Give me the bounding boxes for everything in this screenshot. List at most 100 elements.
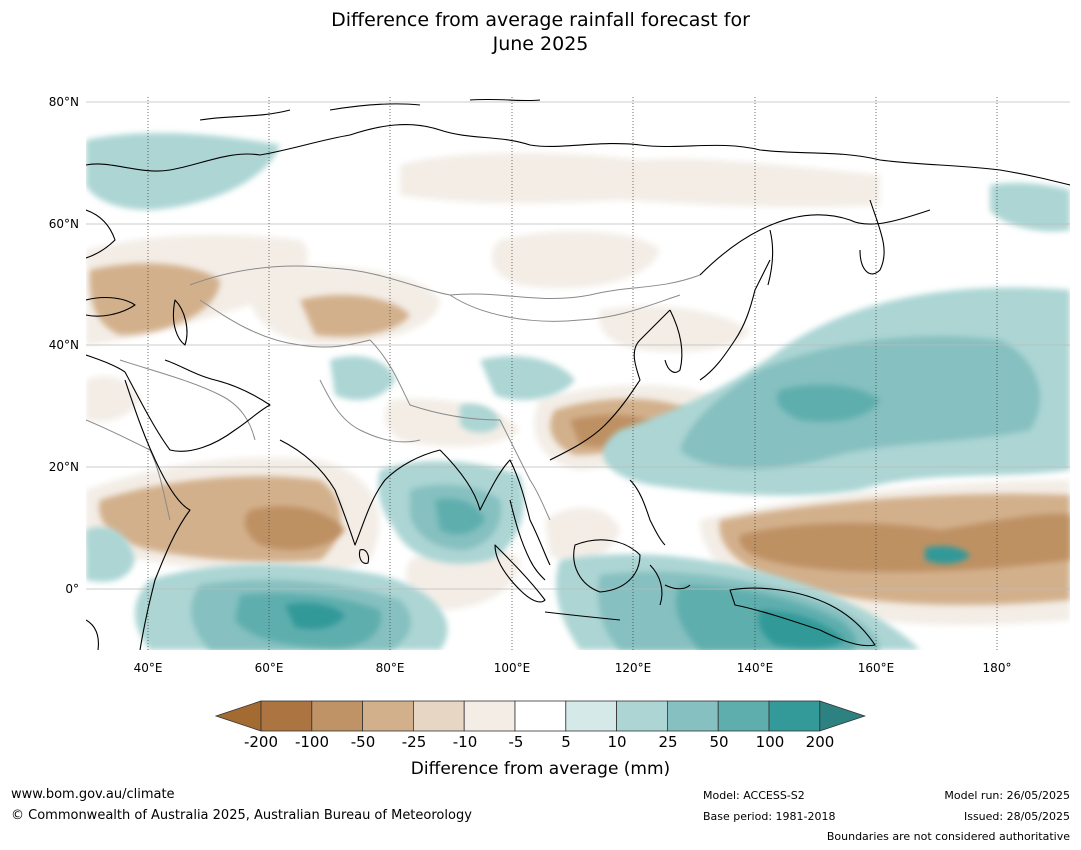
wet-peak-bay-of-bengal <box>435 498 485 535</box>
dry-area-east-asia <box>599 306 750 352</box>
coast-black-sea <box>86 296 136 317</box>
rainfall-anomaly-map <box>86 97 1070 650</box>
border-central-asia <box>199 299 371 348</box>
anomaly-layer <box>86 97 1070 650</box>
lon-label-80e: 80°E <box>375 661 405 675</box>
dry-area-indian-ocean-east <box>406 545 520 610</box>
coast-malay-peninsula <box>509 499 546 581</box>
wet-peak-north-pacific <box>776 384 880 422</box>
legend-tick-label: -200 <box>243 733 279 751</box>
wet-area-myanmar <box>460 403 500 433</box>
coast-sakhalin <box>767 229 774 286</box>
legend-color-box <box>463 700 516 732</box>
coast-japan <box>699 259 771 381</box>
coast-korea <box>664 309 683 373</box>
legend-color-box <box>616 700 668 732</box>
wet-area-arctic-west <box>86 133 280 210</box>
lon-label-160e: 160°E <box>857 661 895 675</box>
model-run-date: Model run: 26/05/2025 <box>944 789 1070 802</box>
legend-arrow-right <box>819 700 867 732</box>
legend-tick-label: -5 <box>508 733 524 751</box>
map-title: Difference from average rainfall forecas… <box>0 8 1081 56</box>
legend-tick-label: 50 <box>709 733 729 751</box>
coast-sumatra <box>494 544 546 603</box>
coast-java <box>544 611 621 621</box>
coast-arabian-peninsula <box>124 359 271 452</box>
wet-max-indian-ocean <box>285 603 345 630</box>
legend-color-box <box>362 700 414 732</box>
legend-color-box <box>311 700 364 732</box>
coast-madagascar-hint <box>86 619 99 650</box>
coast-europe <box>86 209 116 259</box>
legend-tick-label: 25 <box>658 733 678 751</box>
legend-tick-label: -25 <box>401 733 427 751</box>
dry-area-north-africa <box>86 376 140 422</box>
lat-label-equator: 0° <box>65 582 79 596</box>
border-china-west <box>369 339 501 421</box>
dry-core-central-asia <box>300 295 410 337</box>
legend-color-box <box>565 700 617 732</box>
very-strong-wet-areas <box>285 545 970 649</box>
boundaries-disclaimer: Boundaries are not considered authoritat… <box>826 830 1070 843</box>
coast-philippines <box>629 479 666 546</box>
legend-tick-label: -10 <box>452 733 478 751</box>
dry-core-west-asia <box>89 263 220 335</box>
map-title-line-1: Difference from average rainfall forecas… <box>331 9 750 31</box>
lat-label-40n: 40°N <box>48 338 79 352</box>
wet-area-japan-sea <box>480 356 575 400</box>
longitude-gridlines <box>147 97 998 650</box>
coast-arctic-islands <box>199 98 541 121</box>
coast-caspian <box>172 299 188 346</box>
model-name: Model: ACCESS-S2 <box>703 789 805 802</box>
legend-color-boxes <box>214 700 867 732</box>
coast-new-guinea <box>729 587 876 647</box>
legend-color-box <box>768 700 821 732</box>
coast-china-east <box>549 309 671 461</box>
coast-india <box>279 439 441 546</box>
coast-east-africa <box>139 469 191 650</box>
map-title-line-2: June 2025 <box>492 33 589 55</box>
coast-sulawesi <box>649 564 691 606</box>
legend-title: Difference from average (mm) <box>410 759 671 779</box>
coast-southeast-asia <box>439 449 551 566</box>
legend-tick-label: -100 <box>294 733 330 751</box>
country-borders <box>86 265 701 521</box>
coast-arctic <box>86 124 1070 186</box>
legend-color-box <box>412 700 465 732</box>
lat-label-20n: 20°N <box>48 460 79 474</box>
website-link[interactable]: www.bom.gov.au/climate <box>11 787 175 802</box>
lon-label-60e: 60°E <box>254 661 284 675</box>
dry-peak-west-pacific <box>739 513 1070 572</box>
border-russia-south <box>189 265 701 300</box>
legend-color-box <box>717 700 770 732</box>
border-africa <box>86 419 171 521</box>
border-mongolia <box>449 294 681 322</box>
coastlines <box>86 98 1070 650</box>
coast-borneo <box>573 539 641 593</box>
legend-color-box <box>666 700 719 732</box>
lat-label-60n: 60°N <box>48 217 79 231</box>
lon-label-140e: 140°E <box>736 661 774 675</box>
legend-tick-label: 200 <box>805 733 835 751</box>
coast-northeast-asia <box>699 209 931 276</box>
legend-color-box <box>260 700 313 732</box>
wet-max-maritime-continent <box>758 610 845 649</box>
coast-sri-lanka <box>358 549 370 564</box>
legend-tick-label: 100 <box>755 733 785 751</box>
dry-area-philippines <box>545 507 620 562</box>
coast-kamchatka <box>859 199 885 275</box>
coast-mediterranean <box>86 354 126 373</box>
legend-tick-label: 10 <box>607 733 627 751</box>
base-period: Base period: 1981-2018 <box>703 810 836 823</box>
legend-tick-label: 5 <box>561 733 571 751</box>
legend-tick-label: -50 <box>350 733 376 751</box>
copyright-text: © Commonwealth of Australia 2025, Austra… <box>11 808 472 823</box>
legend-colorbar <box>214 700 867 732</box>
lat-label-80n: 80°N <box>48 95 79 109</box>
border-india <box>319 379 421 443</box>
border-southeast-asia <box>499 419 551 521</box>
wet-area-tibet <box>330 356 395 400</box>
latitude-gridlines <box>86 101 1070 590</box>
issued-date: Issued: 28/05/2025 <box>963 810 1070 823</box>
wet-max-south-china-sea <box>925 545 970 564</box>
